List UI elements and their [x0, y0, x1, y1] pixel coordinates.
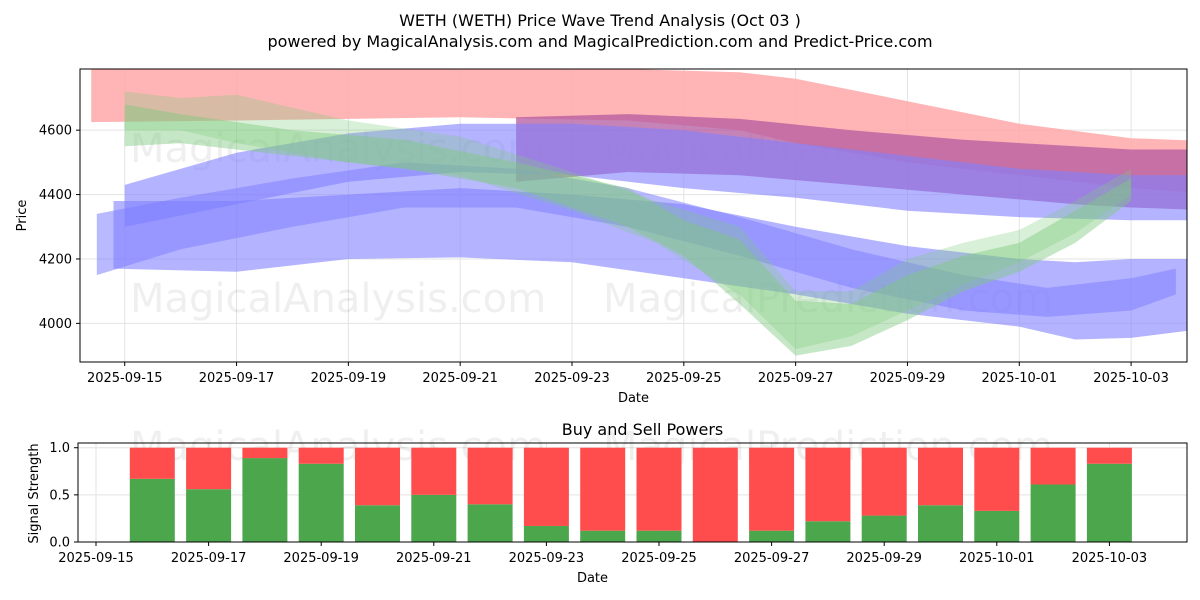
buy-bar — [805, 521, 851, 542]
buy-sell-power-chart: MagicalAnalysis.com MagicalPrediction.com… — [27, 420, 1188, 586]
x-tick-label: 2025-09-25 — [621, 551, 697, 566]
price-band-blue-band-lower — [113, 188, 1187, 340]
sell-bar — [805, 447, 851, 522]
bottom-axes-frame — [77, 442, 1188, 543]
x-tick-label: 2025-09-29 — [846, 551, 922, 566]
buy-bar — [298, 463, 344, 542]
x-tick-label: 2025-09-19 — [283, 551, 359, 566]
y-tick-label: 4000 — [39, 317, 72, 332]
y-axis-label: Signal Strength — [27, 443, 42, 543]
y-tick-label: 0.0 — [49, 536, 70, 551]
buy-bar — [918, 505, 963, 542]
y-tick-label: 4400 — [39, 188, 72, 203]
y-tick-label: 1.0 — [49, 441, 70, 456]
sell-bar — [355, 447, 400, 506]
buy-bar — [636, 530, 682, 542]
bands-layer — [91, 69, 1187, 356]
x-tick-label: 2025-09-17 — [199, 371, 275, 386]
chart-title-line1: WETH (WETH) Price Wave Trend Analysis (O… — [399, 11, 801, 30]
x-tick-label: 2025-09-29 — [870, 371, 946, 386]
buy-bar — [411, 494, 457, 542]
x-tick-label: 2025-09-27 — [758, 371, 834, 386]
buy-bar — [467, 504, 513, 542]
x-tick-label: 2025-09-15 — [58, 551, 134, 566]
x-tick-label: 2025-09-17 — [171, 551, 247, 566]
y-tick-label: 0.5 — [49, 488, 70, 503]
buy-bar — [355, 505, 400, 542]
buy-bar — [186, 489, 232, 542]
buy-bar — [580, 530, 626, 542]
x-tick-label: 2025-10-01 — [981, 371, 1057, 386]
sell-bar — [1086, 447, 1132, 464]
y-tick-label: 4200 — [39, 252, 72, 267]
sell-bar — [918, 447, 963, 506]
sell-bar — [1030, 447, 1076, 485]
sell-bar — [974, 447, 1020, 511]
buy-bar — [974, 510, 1020, 542]
sell-bar — [580, 447, 626, 531]
watermark-text: MagicalAnalysis.com — [130, 276, 546, 322]
buy-bar — [1086, 463, 1132, 542]
x-tick-label: 2025-09-27 — [734, 551, 810, 566]
x-tick-label: 2025-09-19 — [311, 371, 387, 386]
price-band-green-wave — [124, 104, 1132, 356]
buy-bar — [523, 525, 569, 542]
y-axis-label: Price — [15, 200, 30, 232]
x-tick-label: 2025-09-23 — [509, 551, 585, 566]
sell-bar — [636, 447, 682, 531]
sell-bar — [129, 447, 175, 479]
price-band-blue-thick-wave — [96, 162, 1176, 317]
sell-bar — [467, 447, 513, 505]
sell-bar — [749, 447, 795, 531]
price-wave-chart: MagicalAnalysis.comMagicalPrediction.com… — [15, 68, 1188, 406]
x-tick-label: 2025-10-03 — [1072, 551, 1148, 566]
y-tick-label: 4600 — [39, 124, 72, 139]
x-tick-label: 2025-09-25 — [646, 371, 722, 386]
sell-bar — [411, 447, 457, 495]
x-tick-label: 2025-09-21 — [396, 551, 472, 566]
sell-bar — [242, 447, 288, 459]
buy-bar — [861, 515, 907, 542]
price-band-blue-band-upper — [124, 123, 1187, 227]
x-tick-label: 2025-09-23 — [534, 371, 610, 386]
sell-bar — [523, 447, 569, 526]
x-axis-label: Date — [577, 571, 608, 586]
chart-title-line2: powered by MagicalAnalysis.com and Magic… — [267, 32, 932, 51]
x-axis-label: Date — [618, 391, 649, 406]
x-tick-label: 2025-10-03 — [1093, 371, 1169, 386]
top-axes-frame — [79, 68, 1188, 363]
x-tick-label: 2025-09-21 — [422, 371, 498, 386]
sell-bar — [861, 447, 907, 516]
price-band-green-wave-shadow — [124, 91, 1132, 350]
x-tick-label: 2025-09-15 — [87, 371, 163, 386]
buy-bar — [242, 458, 288, 542]
sell-bar — [692, 447, 738, 542]
buy-bar — [749, 530, 795, 542]
x-tick-label: 2025-10-01 — [959, 551, 1035, 566]
bottom-chart-title: Buy and Sell Powers — [562, 420, 724, 439]
sell-bar — [186, 447, 232, 490]
buy-bar — [1030, 484, 1076, 542]
buy-bar — [129, 478, 175, 542]
sell-bar — [298, 447, 344, 464]
